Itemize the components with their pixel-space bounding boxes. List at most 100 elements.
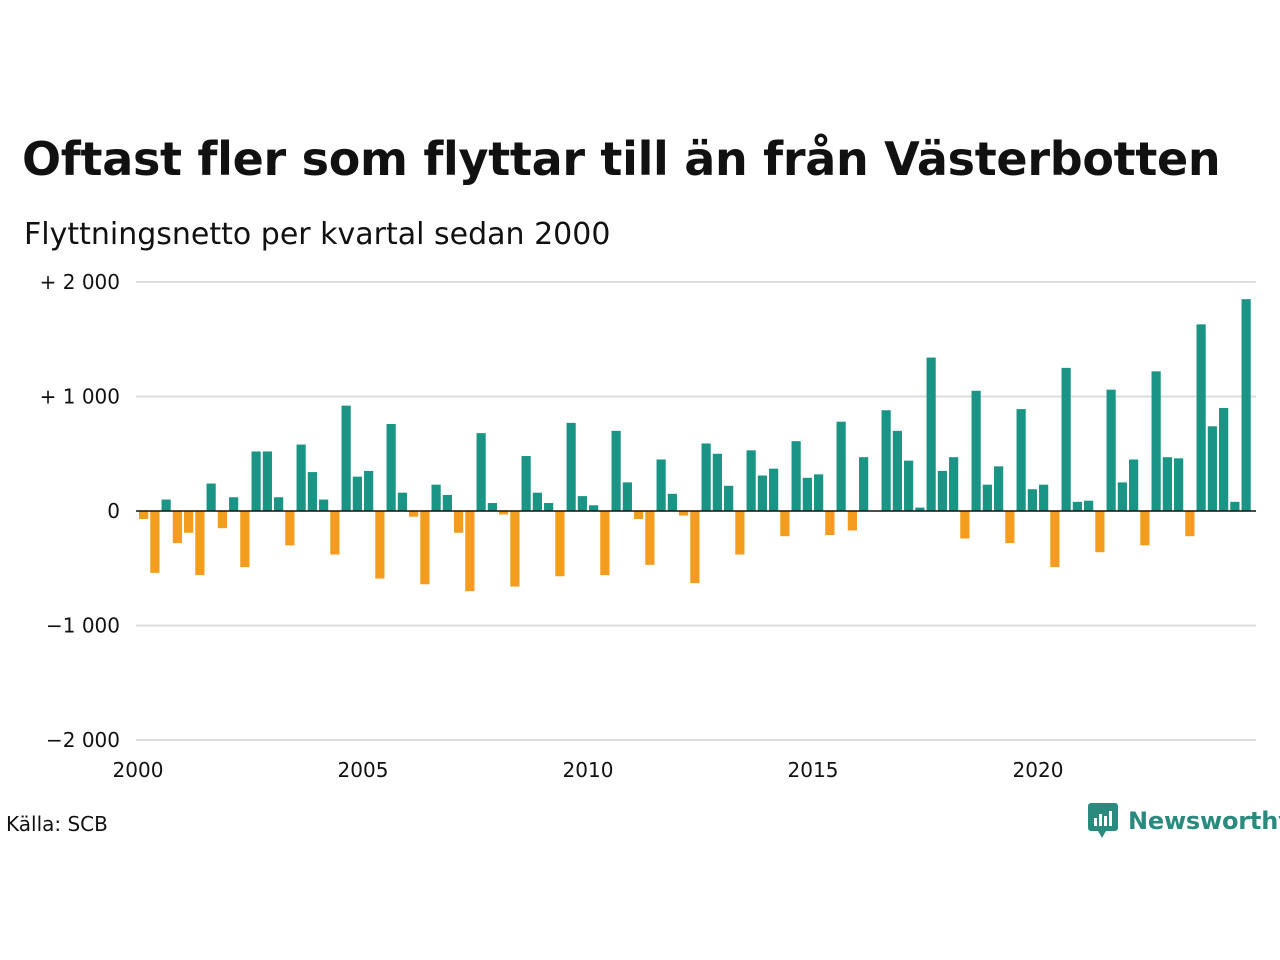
bar bbox=[217, 511, 227, 529]
bar bbox=[1106, 389, 1116, 511]
bar bbox=[161, 499, 171, 511]
bar bbox=[1016, 409, 1026, 511]
bar-chart: + 2 000 + 1 000 0 −1 000 −2 000 2000 2005 2010… bbox=[40, 270, 1256, 782]
bar bbox=[1151, 371, 1161, 511]
bar bbox=[904, 460, 914, 511]
x-tick-label: 2010 bbox=[563, 758, 614, 782]
bar bbox=[341, 405, 351, 511]
bar bbox=[712, 453, 722, 511]
bar bbox=[656, 459, 666, 511]
bar bbox=[364, 470, 374, 511]
bar bbox=[420, 511, 430, 585]
bar bbox=[926, 357, 936, 511]
bar bbox=[206, 483, 216, 511]
bar bbox=[251, 451, 261, 511]
bar bbox=[780, 511, 790, 537]
bar bbox=[825, 511, 835, 536]
bar bbox=[622, 482, 632, 511]
source-note: Källa: SCB bbox=[6, 812, 108, 836]
bar bbox=[1129, 459, 1139, 511]
bar bbox=[1219, 407, 1229, 511]
bar bbox=[589, 505, 599, 511]
bar bbox=[1241, 299, 1251, 511]
bar bbox=[397, 492, 407, 511]
bar bbox=[600, 511, 610, 576]
x-tick-label: 2015 bbox=[788, 758, 839, 782]
bar bbox=[859, 457, 869, 511]
bar bbox=[881, 410, 891, 511]
y-axis: + 2 000 + 1 000 0 −1 000 −2 000 bbox=[40, 270, 120, 752]
bar bbox=[296, 444, 306, 511]
bar bbox=[240, 511, 250, 568]
bar bbox=[690, 511, 700, 584]
bar bbox=[465, 511, 475, 592]
bar bbox=[814, 474, 824, 511]
bar bbox=[555, 511, 565, 577]
bars bbox=[139, 299, 1251, 592]
y-tick-label: −2 000 bbox=[46, 728, 120, 752]
bar bbox=[330, 511, 340, 555]
bar bbox=[634, 511, 644, 520]
bar bbox=[915, 507, 925, 511]
bar bbox=[499, 511, 509, 515]
bar bbox=[510, 511, 520, 587]
bar bbox=[791, 441, 801, 511]
bar bbox=[184, 511, 194, 533]
bar bbox=[937, 470, 947, 511]
bar bbox=[645, 511, 655, 565]
bar bbox=[1162, 457, 1172, 511]
bar bbox=[409, 511, 419, 517]
brand-name: Newsworthy bbox=[1128, 807, 1280, 835]
bar bbox=[1140, 511, 1150, 546]
bar bbox=[577, 496, 587, 511]
bar bbox=[139, 511, 149, 520]
bar bbox=[1050, 511, 1060, 568]
bar bbox=[735, 511, 745, 555]
brand-logo: Newsworthy bbox=[1088, 803, 1280, 839]
bar bbox=[1230, 501, 1240, 511]
x-tick-label: 2020 bbox=[1013, 758, 1064, 782]
x-tick-label: 2000 bbox=[113, 758, 164, 782]
bar bbox=[442, 494, 452, 511]
bar bbox=[521, 456, 531, 511]
bar bbox=[1005, 511, 1015, 544]
bar bbox=[274, 497, 284, 511]
chart-title: Oftast fler som flyttar till än från Väs… bbox=[22, 132, 1221, 186]
bar bbox=[1084, 500, 1094, 511]
bar bbox=[195, 511, 205, 576]
bar bbox=[1039, 484, 1049, 511]
bar bbox=[352, 476, 362, 511]
bar bbox=[769, 468, 779, 511]
bar bbox=[229, 497, 239, 511]
bar bbox=[757, 475, 767, 511]
bar bbox=[679, 511, 689, 516]
bar bbox=[1095, 511, 1105, 553]
bar bbox=[1061, 367, 1071, 511]
bar bbox=[971, 390, 981, 511]
x-axis: 2000 2005 2010 2015 2020 bbox=[113, 758, 1064, 782]
bar bbox=[836, 421, 846, 511]
bar bbox=[949, 457, 959, 511]
bar bbox=[454, 511, 464, 533]
bar bbox=[802, 477, 812, 511]
bar bbox=[1027, 489, 1037, 511]
bar bbox=[431, 484, 441, 511]
bar bbox=[544, 502, 554, 511]
newsworthy-logo-icon bbox=[1088, 803, 1118, 838]
bar bbox=[724, 485, 734, 511]
y-tick-label: 0 bbox=[107, 499, 120, 523]
bar bbox=[566, 422, 576, 511]
bar bbox=[532, 492, 542, 511]
bar bbox=[285, 511, 295, 546]
bar bbox=[319, 499, 329, 511]
bar bbox=[172, 511, 182, 544]
bar bbox=[994, 466, 1004, 511]
bar bbox=[150, 511, 160, 573]
y-tick-label: + 2 000 bbox=[40, 270, 120, 294]
bar bbox=[476, 433, 486, 511]
bar bbox=[667, 493, 677, 511]
bar bbox=[1207, 426, 1217, 511]
y-tick-label: −1 000 bbox=[46, 614, 120, 638]
y-tick-label: + 1 000 bbox=[40, 385, 120, 409]
bar bbox=[487, 502, 497, 511]
